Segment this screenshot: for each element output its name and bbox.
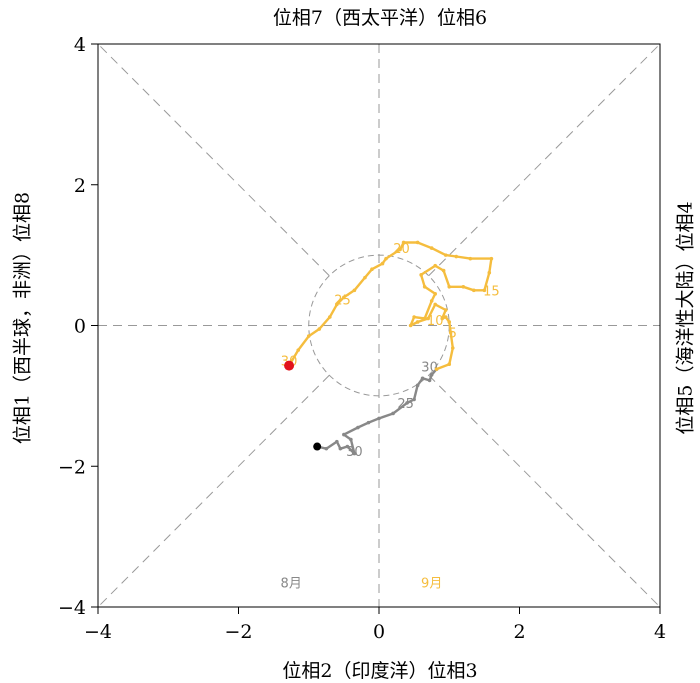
series-2-point-33 — [398, 247, 402, 252]
x-tick-label-1: −4 — [84, 621, 112, 643]
series-line-2 — [287, 241, 493, 371]
series-2-day-label-2: 10 — [427, 314, 444, 329]
series-layer: 302530510152025308月9月 — [281, 240, 500, 591]
series-2-point-12 — [408, 323, 413, 328]
y-tick-label-4: 2 — [74, 175, 86, 197]
guide-diagonal-1 — [428, 43, 661, 277]
series-1-day-label-3: 30 — [421, 360, 438, 375]
series-2-point-7 — [440, 316, 445, 321]
series-1-point-13 — [405, 401, 409, 405]
series-2-point-36 — [370, 267, 374, 272]
guide-diagonal-2 — [428, 374, 661, 608]
series-2-day-label-1: 5 — [449, 327, 457, 342]
series-1-point-17 — [427, 378, 432, 383]
series-2-day-label-5: 25 — [334, 293, 351, 308]
series-2-point-19 — [433, 263, 438, 268]
series-2-point-37 — [363, 275, 367, 280]
x-tick-label-2: −2 — [224, 621, 252, 643]
series-1-point-2 — [324, 446, 329, 451]
y-tick-label-2: −2 — [58, 456, 86, 478]
series-2-point-28 — [454, 254, 459, 259]
series-2-point-42 — [317, 327, 322, 331]
series-1-point-11 — [377, 416, 381, 421]
series-2-point-1 — [434, 367, 439, 371]
series-2-point-4 — [448, 330, 453, 335]
series-2-point-20 — [441, 268, 446, 273]
series-1-point-18 — [429, 372, 434, 377]
phase-guide-lines — [97, 43, 661, 608]
series-1-day-label-1: 30 — [346, 445, 363, 460]
series-2-point-32 — [401, 240, 406, 245]
chart-title: 位相7（西太平洋）位相6 — [272, 7, 488, 29]
series-2-point-24 — [482, 288, 487, 293]
y-tick-label-5: 4 — [74, 34, 86, 56]
series-1-point-5 — [345, 444, 350, 449]
series-1-point-15 — [415, 383, 420, 388]
series-1-point-9 — [356, 425, 360, 430]
series-2-point-34 — [384, 256, 388, 261]
series-2-point-5 — [447, 320, 452, 324]
guide-diagonal-4 — [97, 374, 330, 608]
series-2-point-26 — [489, 256, 494, 261]
series-2-point-30 — [429, 246, 434, 250]
series-2-point-44 — [296, 348, 301, 352]
series-2-point-14 — [422, 316, 427, 321]
guide-diagonal-3 — [97, 43, 330, 277]
series-1-point-4 — [338, 446, 343, 451]
x-tick-label-4: 2 — [513, 621, 525, 643]
x-tick-label-5: 4 — [654, 621, 666, 643]
series-1-point-6 — [352, 451, 357, 456]
series-2-point-35 — [380, 261, 385, 266]
series-2-point-11 — [415, 320, 420, 324]
y-tick-label-1: −4 — [58, 597, 86, 619]
series-2-point-3 — [450, 346, 455, 350]
y-tick-label-3: 0 — [74, 316, 86, 338]
series-1-point-3 — [335, 439, 339, 444]
series-1-point-16 — [420, 376, 425, 381]
series-2-point-43 — [306, 334, 311, 338]
series-2-point-8 — [443, 308, 448, 312]
series-2-point-31 — [415, 240, 420, 245]
series-2-point-13 — [412, 315, 416, 319]
series-2-point-22 — [461, 284, 466, 289]
y-axis-label-left: 位相1（西半球，非洲）位相8 — [11, 191, 34, 445]
series-1-point-8 — [342, 432, 346, 437]
axis-ticks: −4−4 −2 −2 0 0 2 2 4 4 — [58, 34, 666, 643]
series-2-point-6 — [443, 315, 448, 319]
series-1-point-7 — [349, 437, 353, 442]
series-2-point-23 — [472, 288, 476, 293]
series-2-point-10 — [426, 316, 430, 321]
series-2-point-21 — [447, 284, 452, 289]
series-2-point-16 — [433, 292, 438, 296]
series-2-day-label-3: 15 — [483, 284, 500, 299]
start-marker — [313, 442, 322, 451]
end-marker — [284, 360, 295, 371]
series-2-point-27 — [468, 256, 473, 261]
series-2-point-9 — [433, 302, 438, 307]
month-label-2: 9月 — [421, 576, 442, 591]
series-line-1 — [316, 367, 438, 455]
series-2-point-40 — [335, 302, 339, 307]
series-1-day-label-2: 25 — [397, 397, 414, 412]
series-2-point-17 — [422, 284, 427, 289]
series-1-point-12 — [391, 411, 395, 416]
series-2-point-25 — [487, 270, 492, 275]
series-2-point-38 — [352, 288, 357, 293]
series-2-point-39 — [342, 295, 346, 300]
y-axis-label-right: 位相5（海洋性大陆）位相4 — [674, 201, 697, 435]
series-2-point-15 — [429, 299, 434, 303]
x-axis-label: 位相2（印度洋）位相3 — [282, 660, 478, 682]
x-tick-label-3: 0 — [373, 621, 385, 643]
series-2-point-2 — [447, 362, 452, 367]
series-2-point-29 — [443, 253, 448, 257]
series-2-point-41 — [328, 315, 332, 319]
series-1-point-14 — [412, 397, 416, 402]
series-1-point-10 — [366, 420, 371, 425]
series-2-point-18 — [419, 273, 423, 277]
series-2-day-label-4: 20 — [393, 242, 410, 257]
month-label-1: 8月 — [281, 576, 302, 591]
